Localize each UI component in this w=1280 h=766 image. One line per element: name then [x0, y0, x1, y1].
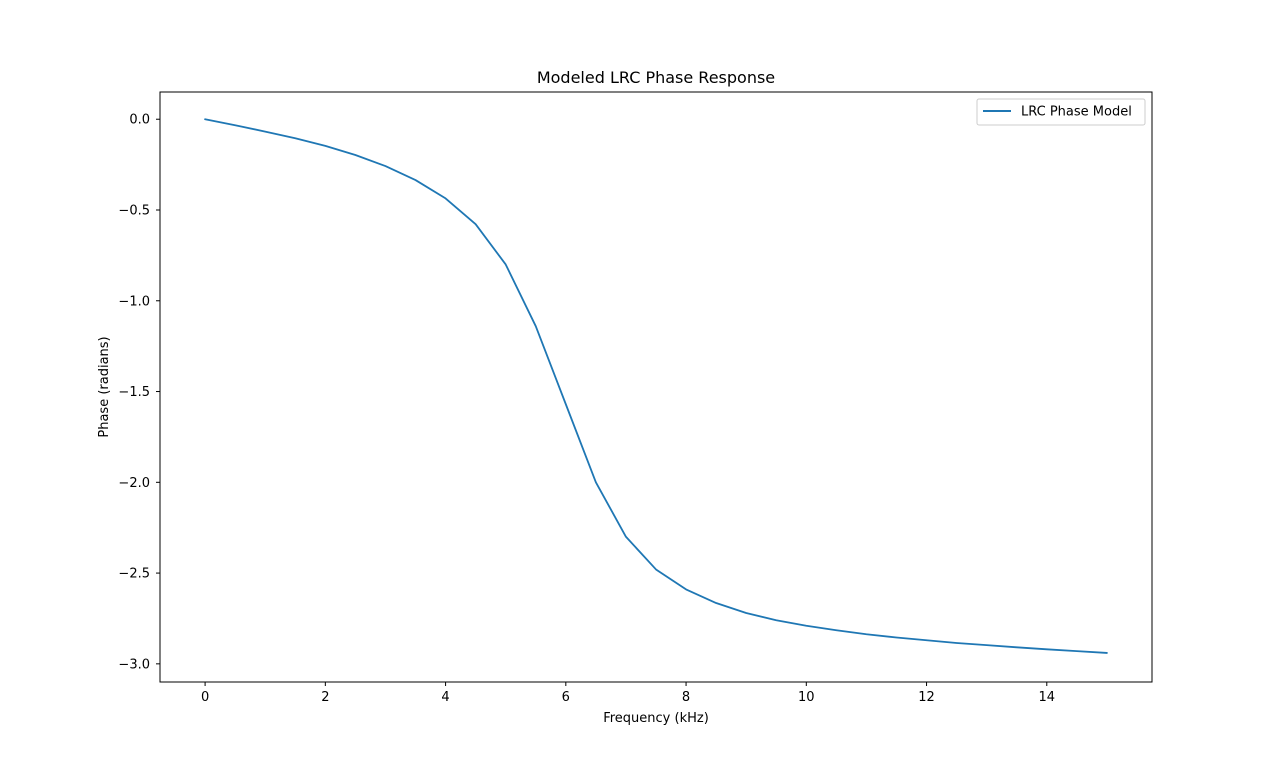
- x-tick-label: 10: [798, 690, 815, 705]
- y-tick-label: −3.0: [118, 657, 150, 672]
- y-tick-label: −1.5: [118, 385, 150, 400]
- x-tick-label: 6: [562, 690, 570, 705]
- x-tick-label: 12: [918, 690, 935, 705]
- y-tick-label: 0.0: [129, 113, 150, 128]
- series-line-lrc-phase-model: [204, 118, 1108, 654]
- x-tick-label: 0: [201, 690, 209, 705]
- legend: LRC Phase Model: [976, 98, 1146, 126]
- y-axis-label: Phase (radians): [97, 336, 112, 437]
- axes: 0 2 4 6 8 10 12 14 0.0 −0.5 −1.0 −1.5 −2.0 −2.5 −3.0: [118, 91, 1153, 705]
- legend-box: [976, 98, 1146, 126]
- x-tick-label: 2: [321, 690, 329, 705]
- legend-label-lrc-phase-model: LRC Phase Model: [1021, 105, 1132, 120]
- y-tick-label: −1.0: [118, 294, 150, 309]
- x-tick-label: 4: [441, 690, 449, 705]
- x-tick-label: 14: [1039, 690, 1056, 705]
- axes-frame: [159, 91, 1153, 683]
- y-tick-label: −2.5: [118, 567, 150, 582]
- x-axis-label: Frequency (kHz): [603, 711, 709, 726]
- x-tick-label: 8: [682, 690, 690, 705]
- y-tick-label: −0.5: [118, 204, 150, 219]
- plot-area: [204, 118, 1108, 654]
- chart-title: Modeled LRC Phase Response: [537, 68, 775, 87]
- y-tick-label: −2.0: [118, 476, 150, 491]
